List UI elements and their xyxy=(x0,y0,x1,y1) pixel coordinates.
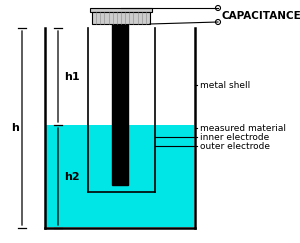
Text: metal shell: metal shell xyxy=(200,80,250,89)
Text: inner electrode: inner electrode xyxy=(200,132,269,141)
Bar xyxy=(112,18,128,185)
Text: h1: h1 xyxy=(64,71,80,81)
Text: CAPACITANCE: CAPACITANCE xyxy=(222,11,300,21)
Bar xyxy=(90,8,152,12)
Text: outer electrode: outer electrode xyxy=(200,141,270,150)
Bar xyxy=(92,12,150,24)
Bar xyxy=(46,125,194,227)
Text: h: h xyxy=(11,123,19,133)
Text: measured material: measured material xyxy=(200,123,286,132)
Text: h2: h2 xyxy=(64,172,80,182)
